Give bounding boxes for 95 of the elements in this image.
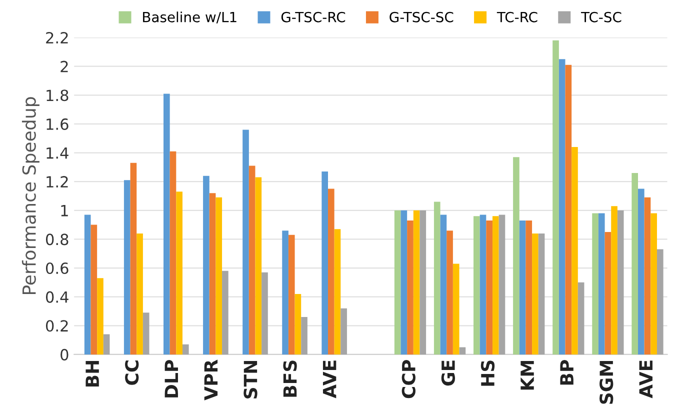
bar	[103, 334, 110, 354]
bar	[248, 166, 256, 354]
bar	[90, 224, 98, 354]
bar	[334, 229, 341, 354]
y-tick-label: 0	[60, 348, 68, 360]
bar	[322, 172, 328, 354]
bar	[532, 233, 538, 354]
x-tick-label: CC	[125, 360, 139, 385]
bar	[552, 40, 559, 354]
bar	[97, 278, 104, 354]
y-tick-label: 1.4	[46, 147, 68, 159]
bar	[656, 249, 664, 354]
x-tick-label: BP	[560, 360, 574, 385]
y-tick-label: 0.6	[46, 262, 68, 274]
bar	[558, 59, 566, 354]
legend-label: G-TSC-RC	[281, 12, 346, 22]
bar	[650, 213, 657, 354]
bar	[407, 220, 414, 354]
x-tick-label: KM	[520, 360, 534, 390]
bar	[124, 180, 130, 354]
bar	[301, 316, 308, 354]
x-tick-label: AVE	[322, 360, 336, 398]
bar	[222, 270, 228, 354]
bar	[492, 216, 499, 354]
bar	[638, 188, 644, 354]
bar	[440, 214, 447, 354]
bar	[480, 214, 486, 354]
x-tick-label: BH	[86, 360, 99, 387]
bar	[420, 210, 426, 354]
y-tick-label: 2.2	[46, 32, 68, 44]
bar	[598, 213, 605, 354]
bar	[434, 202, 440, 354]
y-axis-title: Performance Speedup	[22, 97, 40, 294]
bar	[526, 220, 532, 354]
bar	[565, 64, 572, 354]
bar	[203, 176, 210, 354]
bar	[142, 312, 150, 354]
y-tick-label: 1.6	[46, 118, 68, 130]
y-tick-label: 0.4	[46, 291, 68, 303]
bar	[164, 94, 170, 354]
y-tick-label: 1.8	[46, 90, 68, 102]
legend-label: Baseline w/L1	[143, 12, 236, 24]
legend-label: G-TSC-SC	[390, 12, 454, 22]
bar	[474, 216, 480, 354]
bar	[604, 232, 612, 354]
bar	[262, 272, 268, 354]
legend-label: TC-RC	[496, 12, 538, 22]
legend-label: TC-SC	[581, 12, 622, 22]
bar	[538, 233, 545, 354]
bar	[400, 210, 408, 354]
bar	[452, 264, 460, 354]
x-tick-label: AVE	[639, 360, 652, 398]
bar	[242, 130, 249, 354]
y-tick-label: 0.2	[46, 320, 68, 332]
x-tick-label: VPR	[204, 360, 218, 400]
bar	[328, 188, 334, 354]
bar	[216, 197, 222, 354]
bar	[513, 157, 520, 354]
bar	[288, 234, 295, 354]
bar	[617, 210, 624, 354]
bar	[486, 220, 492, 354]
x-tick-label: SGM	[600, 360, 614, 404]
x-tick-label: GE	[441, 360, 456, 386]
bar	[592, 213, 598, 354]
bar	[84, 214, 91, 354]
y-tick-label: 1	[61, 205, 68, 216]
bar	[209, 193, 216, 354]
bar	[446, 230, 453, 354]
bar	[572, 147, 578, 354]
bar	[176, 192, 182, 354]
x-tick-label: HS	[480, 360, 495, 386]
bar	[632, 172, 638, 354]
bar	[130, 162, 137, 354]
bar	[182, 344, 189, 354]
x-tick-label: STN	[244, 360, 258, 398]
bar	[340, 308, 347, 354]
bar	[294, 294, 302, 354]
bar	[413, 210, 420, 354]
y-tick-label: 0.8	[46, 234, 68, 246]
bar	[644, 197, 651, 354]
bar	[170, 151, 176, 354]
x-tick-label: BFS	[283, 360, 297, 397]
bar	[611, 206, 618, 354]
bar	[394, 210, 401, 354]
bar	[282, 230, 288, 354]
y-tick-label: 2	[60, 60, 68, 72]
bar	[578, 282, 584, 354]
bar	[498, 214, 506, 354]
x-tick-label: CCP	[402, 360, 416, 398]
bar	[459, 347, 466, 354]
y-tick-label: 1.2	[46, 176, 68, 188]
x-tick-label: DLP	[164, 360, 178, 398]
bar	[519, 220, 526, 354]
bar	[255, 177, 262, 354]
bar	[136, 233, 143, 354]
